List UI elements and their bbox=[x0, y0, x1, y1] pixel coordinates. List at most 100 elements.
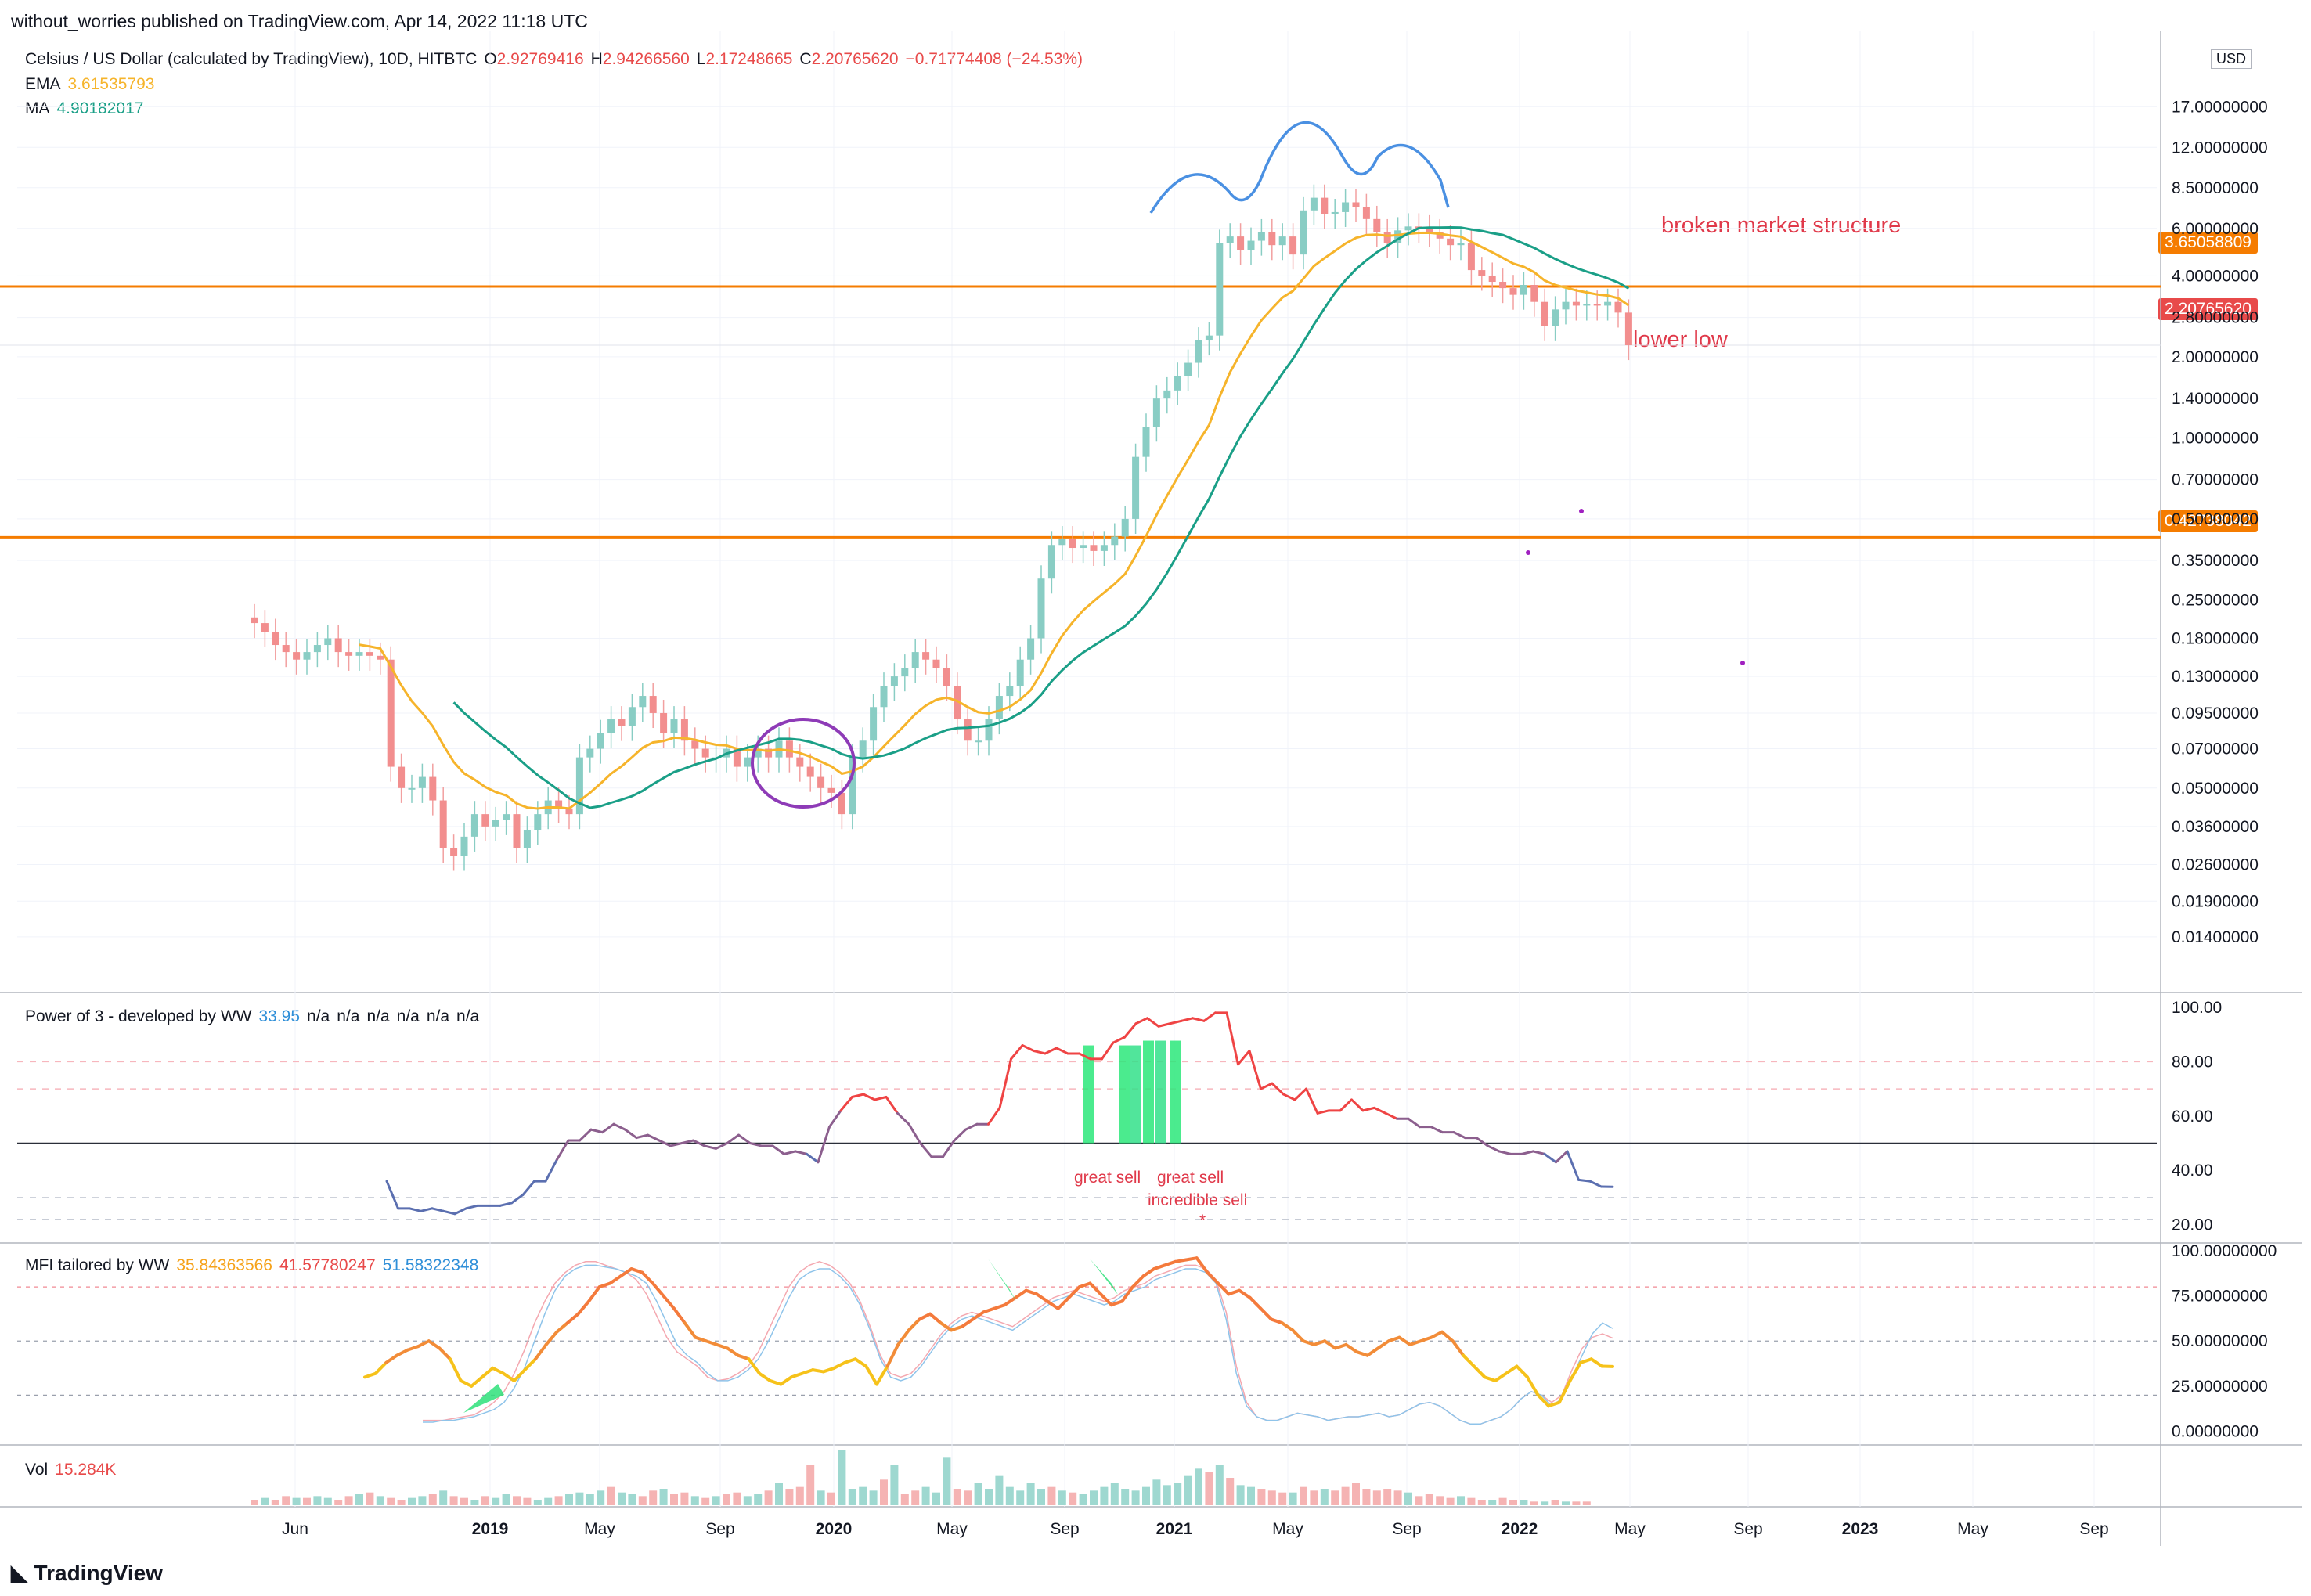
candle-body bbox=[1457, 243, 1465, 246]
volume-bar bbox=[565, 1494, 573, 1505]
power-line-seg bbox=[1487, 1144, 1501, 1153]
volume-bar bbox=[1362, 1489, 1371, 1505]
mfi-main-seg bbox=[832, 1360, 847, 1370]
volume-bar bbox=[680, 1492, 689, 1505]
volume-bar bbox=[1436, 1496, 1444, 1505]
candle-body bbox=[1111, 536, 1119, 546]
volume-bar bbox=[659, 1489, 668, 1505]
candle-body bbox=[890, 676, 898, 686]
candle-body bbox=[1132, 456, 1140, 519]
sell-bar bbox=[1170, 1040, 1181, 1144]
volume-bar bbox=[775, 1483, 783, 1505]
volume-bar bbox=[1069, 1492, 1077, 1505]
candle-body bbox=[1373, 218, 1381, 232]
ema-line bbox=[359, 231, 1630, 810]
mfi-main-seg bbox=[406, 1345, 420, 1352]
power-line-seg bbox=[1520, 1150, 1534, 1155]
mfi-main-seg bbox=[672, 1306, 687, 1325]
annotation-lower-low: lower low bbox=[1633, 327, 1728, 352]
volume-bar bbox=[1163, 1485, 1171, 1505]
x-tick-label: May bbox=[1957, 1520, 1988, 1538]
mfi-main-seg bbox=[448, 1357, 463, 1382]
candle-body bbox=[985, 719, 993, 741]
candle-body bbox=[1352, 202, 1360, 207]
mfi-main-seg bbox=[982, 1306, 996, 1314]
volume-bar bbox=[785, 1489, 794, 1505]
mfi-signal-blue bbox=[423, 1264, 1613, 1425]
mfi-main-seg bbox=[874, 1364, 889, 1386]
power-line-seg bbox=[1588, 1180, 1603, 1188]
candle-body bbox=[1080, 545, 1087, 549]
volume-bar bbox=[932, 1492, 940, 1505]
mfi-main-seg bbox=[1280, 1321, 1295, 1332]
power-line-seg bbox=[556, 1139, 570, 1161]
power-na-6: n/a bbox=[456, 1007, 480, 1025]
candle-body bbox=[1047, 545, 1055, 579]
annotation-broken-structure: broken market structure bbox=[1661, 213, 1902, 238]
volume-bar bbox=[1404, 1492, 1412, 1505]
mfi-main-seg bbox=[1301, 1339, 1316, 1346]
power-line-seg bbox=[839, 1095, 853, 1112]
power-line-seg bbox=[1260, 1082, 1274, 1090]
candle-body bbox=[418, 776, 426, 788]
sell-bar bbox=[1130, 1045, 1141, 1144]
x-tick-label: Sep bbox=[705, 1520, 734, 1538]
candle-body bbox=[1530, 285, 1538, 302]
volume-bar bbox=[1300, 1486, 1307, 1505]
symbol-name: Celsius / US Dollar (calculated by Tradi… bbox=[25, 50, 478, 68]
volume-bar bbox=[597, 1490, 605, 1505]
volume-bar bbox=[1131, 1490, 1140, 1505]
mfi-highlight bbox=[463, 1384, 504, 1413]
candle-body bbox=[1257, 232, 1265, 241]
ema-legend: EMA 3.61535793 bbox=[25, 75, 161, 94]
volume-bar bbox=[355, 1494, 363, 1505]
mfi-main-seg bbox=[1579, 1357, 1593, 1364]
volume-bar bbox=[261, 1497, 269, 1505]
volume-bar bbox=[806, 1465, 815, 1505]
volume-bar bbox=[943, 1457, 951, 1505]
sell-bar bbox=[1156, 1040, 1166, 1144]
candle-body bbox=[1300, 210, 1307, 255]
candle-body bbox=[1195, 340, 1202, 363]
candle-body bbox=[565, 808, 573, 815]
mfi-main-seg bbox=[1386, 1335, 1401, 1343]
candle-body bbox=[492, 820, 499, 827]
candle-body bbox=[1614, 301, 1622, 313]
mfi-main-seg bbox=[1003, 1295, 1018, 1307]
volume-bar bbox=[1110, 1483, 1119, 1505]
volume-bar bbox=[292, 1497, 301, 1505]
power-line-seg bbox=[521, 1180, 535, 1196]
volume-bar bbox=[921, 1486, 930, 1505]
candle-body bbox=[1331, 211, 1339, 214]
candle-body bbox=[1467, 243, 1475, 271]
axis-unit-badge[interactable]: USD bbox=[2211, 49, 2252, 69]
mfi-legend: MFI tailored by WW 35.84363566 41.57780247… bbox=[25, 1256, 485, 1275]
volume-bar bbox=[848, 1489, 856, 1505]
mfi-main-seg bbox=[1557, 1378, 1572, 1404]
volume-bar bbox=[323, 1497, 332, 1505]
power-line-seg bbox=[715, 1142, 729, 1150]
publisher-line: without_worries published on TradingView… bbox=[11, 11, 588, 31]
mfi-main-seg bbox=[736, 1353, 751, 1361]
candle-body bbox=[355, 652, 363, 656]
candle-body bbox=[555, 800, 563, 809]
mfi-main-seg bbox=[1259, 1306, 1274, 1321]
power-line-seg bbox=[465, 1204, 479, 1210]
volume-bar bbox=[1477, 1500, 1486, 1505]
power-line-seg bbox=[1566, 1150, 1580, 1181]
mfi-main-seg bbox=[1270, 1317, 1284, 1325]
candle-body bbox=[911, 652, 919, 668]
volume-bar bbox=[670, 1494, 678, 1505]
mfi-main-seg bbox=[1355, 1350, 1369, 1357]
tradingview-logo[interactable]: ◣ TradingView bbox=[11, 1560, 163, 1586]
mfi-main-seg bbox=[1419, 1335, 1433, 1343]
candle-body bbox=[785, 740, 793, 758]
mfi-main-seg bbox=[1462, 1353, 1476, 1368]
candle-body bbox=[460, 836, 468, 856]
mfi-y-tick: 25.00000000 bbox=[2172, 1378, 2268, 1396]
power-line-seg bbox=[589, 1128, 604, 1134]
candle-body bbox=[660, 712, 668, 733]
candle-body bbox=[251, 617, 258, 624]
power-line-seg bbox=[544, 1158, 558, 1183]
